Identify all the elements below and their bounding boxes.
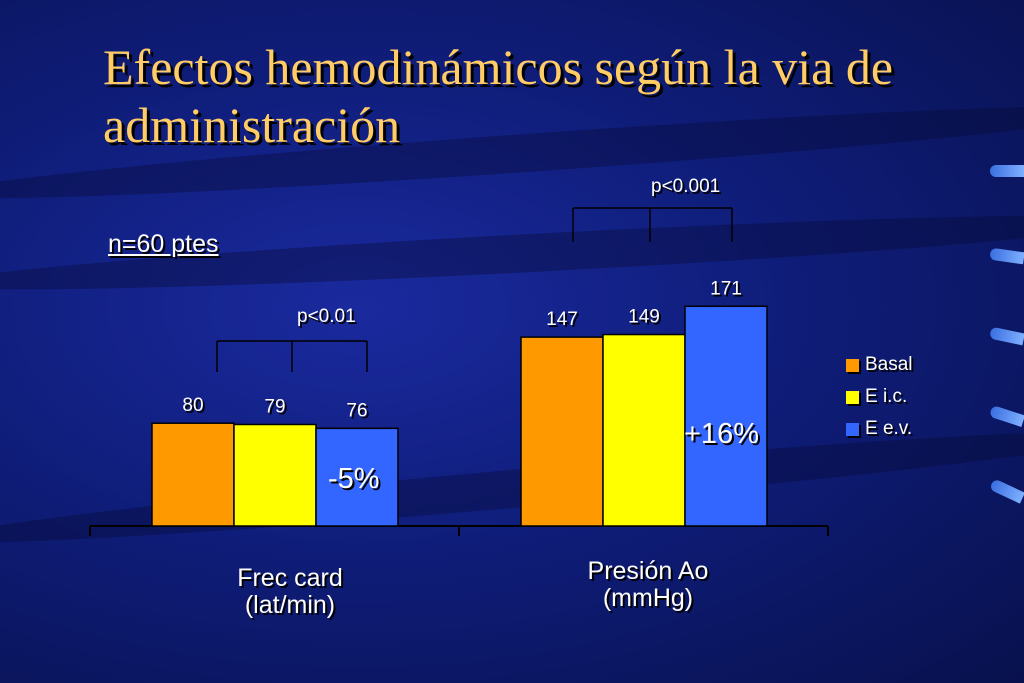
side-mark xyxy=(990,165,1024,177)
bar xyxy=(520,336,604,527)
category-label-line: Presión Ao xyxy=(587,557,709,585)
legend-label: E e.v. xyxy=(865,418,913,439)
p-value-label: p<0.01 xyxy=(297,306,356,327)
data-label-shadow: 80 xyxy=(184,397,205,418)
sample-size-note: n=60 ptes xyxy=(108,230,219,258)
legend-swatch xyxy=(846,422,859,436)
change-label: +16% xyxy=(684,418,759,450)
data-label: 147 xyxy=(546,309,578,330)
legend-swatch xyxy=(846,390,859,404)
data-label: 171 xyxy=(710,278,742,299)
legend-item: E e.v. xyxy=(846,413,913,445)
legend-swatch xyxy=(846,358,859,372)
data-label-shadow: 79 xyxy=(266,398,287,419)
legend-label: E i.c. xyxy=(865,386,908,407)
category-label: Frec card (lat/min) xyxy=(190,565,390,619)
legend: Basal E i.c. E e.v. xyxy=(846,349,913,445)
data-label: 76 xyxy=(346,400,367,421)
slide-title: Efectos hemodinámicos según la via de ad… xyxy=(103,39,894,153)
category-label-line: (mmHg) xyxy=(602,584,694,612)
data-label-shadow: 149 xyxy=(630,309,662,330)
change-label: -5% xyxy=(328,463,380,495)
bar xyxy=(233,423,317,527)
data-label: 149 xyxy=(628,307,660,328)
bar xyxy=(684,305,768,527)
category-label-line: (lat/min) xyxy=(244,591,336,619)
bar xyxy=(315,427,399,527)
data-label-shadow: 147 xyxy=(548,311,580,332)
data-label: 80 xyxy=(182,395,203,416)
bar xyxy=(602,333,686,527)
category-label: Presión Ao (mmHg) xyxy=(548,558,748,612)
category-label-line: Frec card xyxy=(237,564,343,592)
data-label-shadow: 171 xyxy=(712,280,744,301)
legend-label: Basal xyxy=(865,354,913,375)
data-label: 79 xyxy=(264,396,285,417)
legend-item: Basal xyxy=(846,349,913,381)
data-label-shadow: 76 xyxy=(348,402,369,423)
p-value-label: p<0.001 xyxy=(651,176,721,197)
legend-item: E i.c. xyxy=(846,381,913,413)
bar xyxy=(151,422,235,527)
